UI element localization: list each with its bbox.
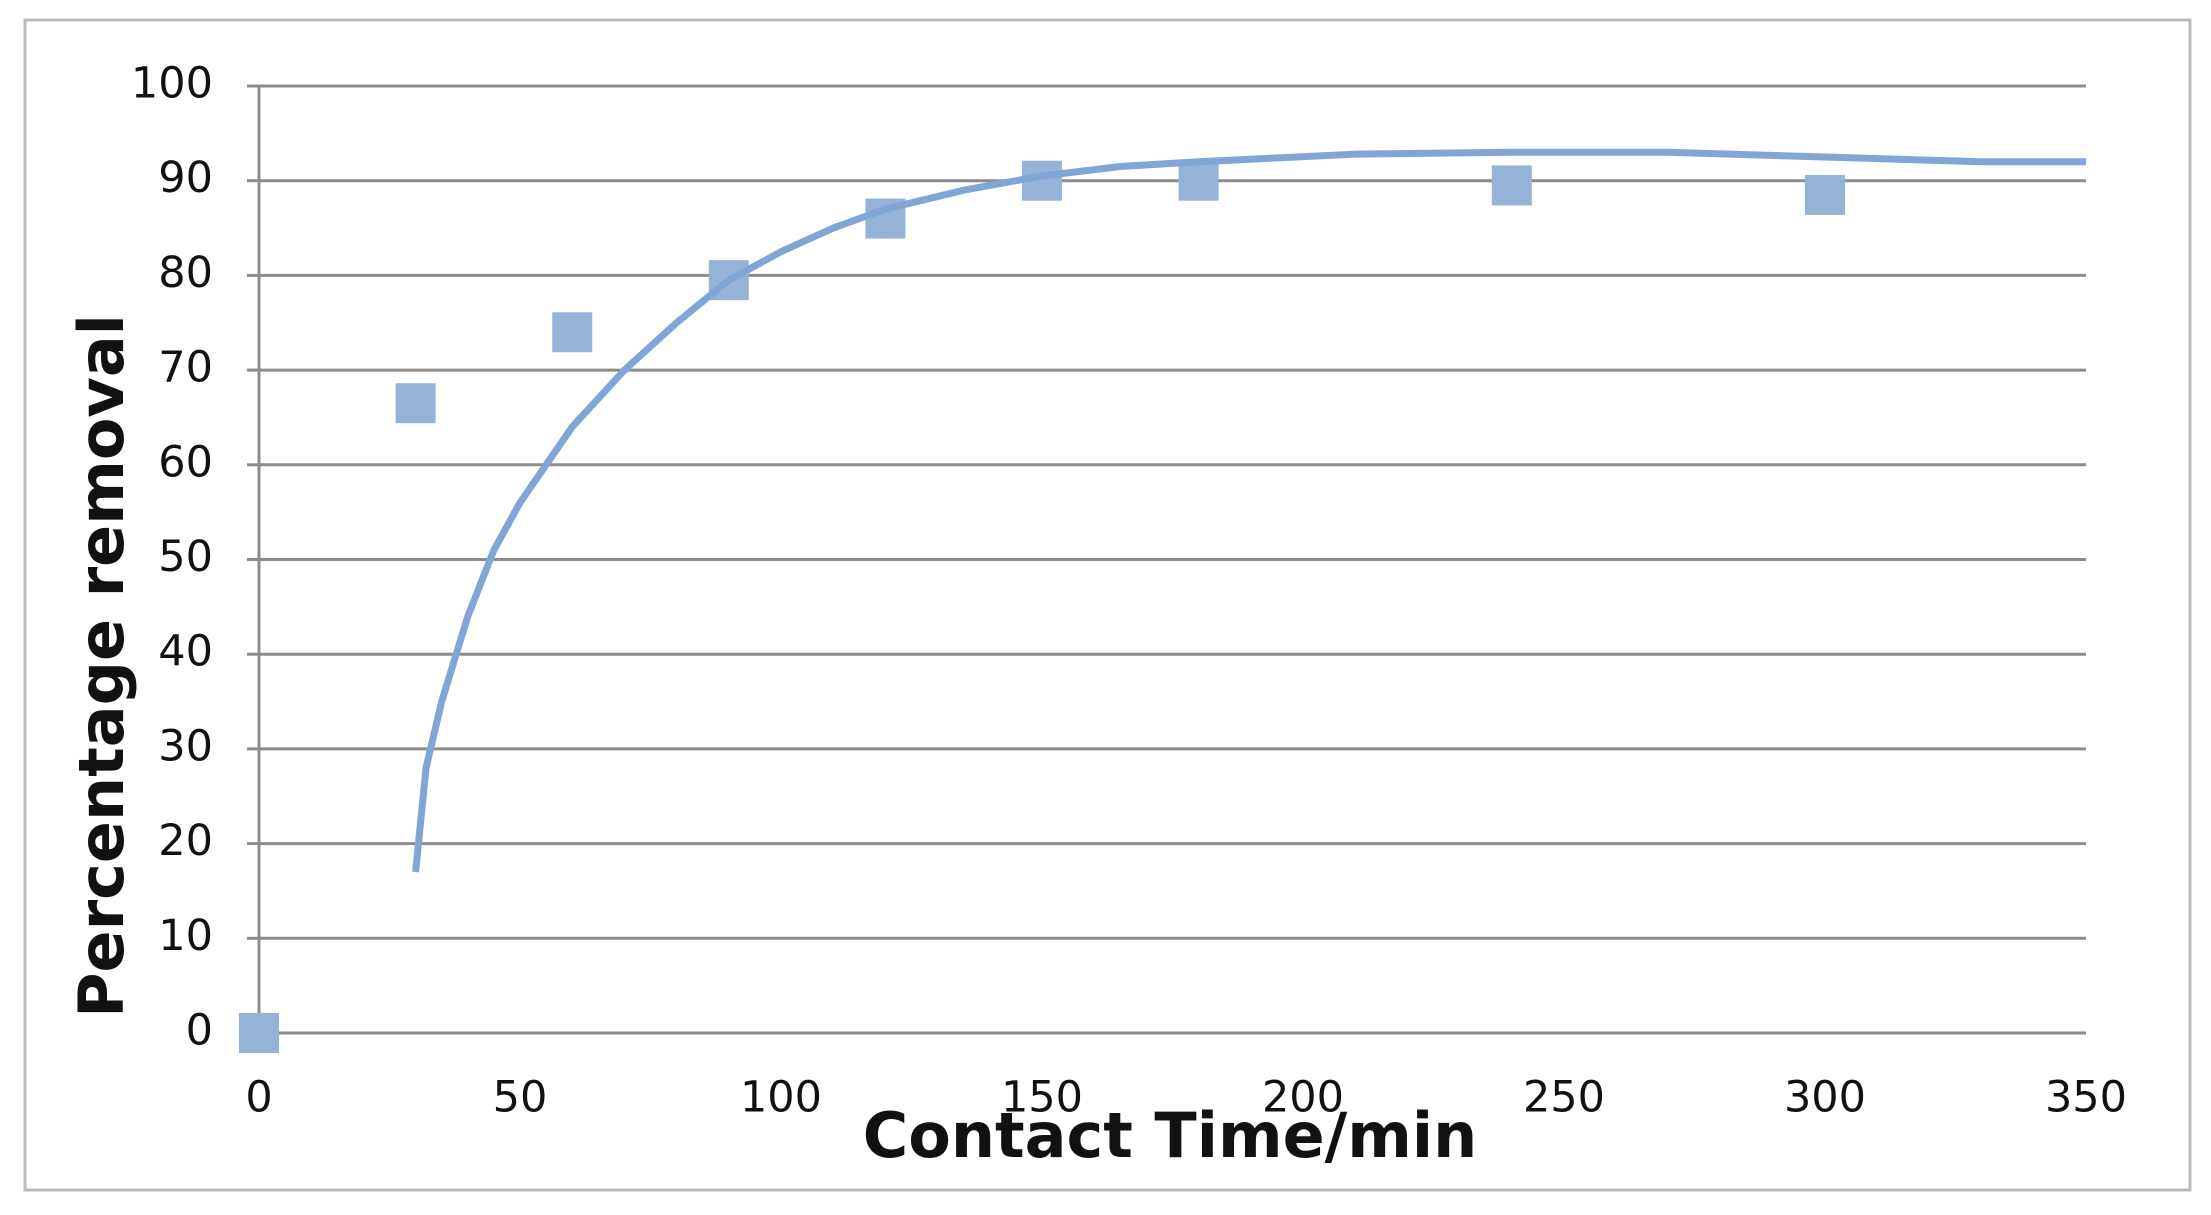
y-tick-label: 50 (158, 532, 213, 582)
data-point (1178, 160, 1219, 201)
y-tick-label: 90 (158, 153, 213, 203)
x-axis-title: Contact Time/min (863, 1099, 1478, 1172)
y-axis-title: Percentage removal (65, 314, 138, 1018)
y-tick-label: 20 (158, 816, 213, 866)
data-point (239, 1013, 279, 1053)
y-tick-label: 10 (158, 911, 213, 961)
data-point (1491, 165, 1532, 206)
y-tick-label: 60 (158, 437, 213, 487)
x-tick-label: 100 (740, 1073, 822, 1123)
chart-border (23, 18, 2192, 1192)
x-tick-label: 150 (1001, 1073, 1083, 1123)
x-tick-label: 300 (1784, 1073, 1866, 1123)
x-tick-label: 350 (2045, 1073, 2127, 1123)
y-tick-label: 100 (131, 59, 213, 109)
y-tick-label: 70 (158, 343, 213, 393)
data-point (1805, 174, 1845, 215)
y-tick-label: 30 (158, 721, 213, 771)
x-tick-label: 0 (245, 1073, 272, 1123)
x-tick-label: 250 (1523, 1073, 1605, 1123)
x-tick-label: 50 (493, 1073, 548, 1123)
trend-line (412, 148, 2086, 873)
x-tick-label: 200 (1262, 1073, 1344, 1123)
y-tick-label: 40 (158, 627, 213, 677)
y-tick-label: 0 (186, 1006, 213, 1056)
y-tick-label: 80 (158, 248, 213, 298)
data-point (395, 383, 436, 424)
data-point (552, 312, 593, 353)
